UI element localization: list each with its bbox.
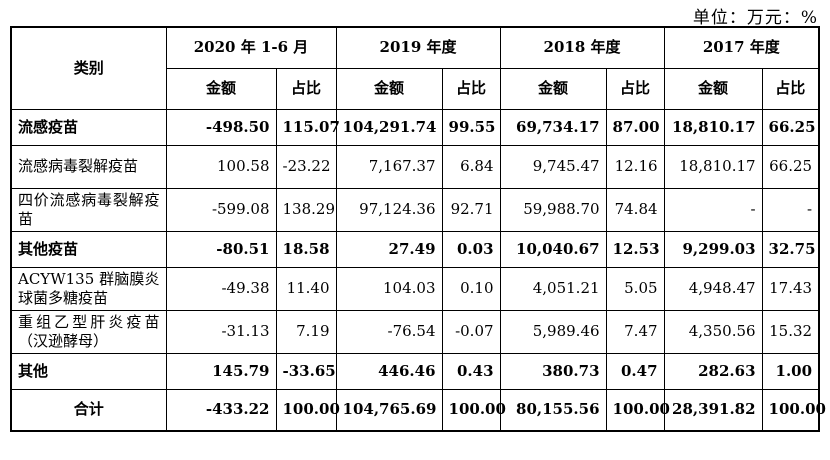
cell-amount: -76.54 bbox=[335, 310, 443, 354]
cell-amount: 145.79 bbox=[165, 353, 277, 390]
cell-amount: 100.58 bbox=[165, 145, 277, 189]
cell-amount: 282.63 bbox=[663, 353, 763, 390]
cell-amount: 104,291.74 bbox=[335, 109, 443, 146]
cell-ratio: 100.00 bbox=[441, 389, 506, 432]
header-row-periods: 类别 2020 年 1-6 月 2019 年度 2018 年度 2017 年度 bbox=[10, 26, 820, 110]
row-category: ACYW135 群脑膜炎球菌多糖疫苗 bbox=[10, 267, 167, 311]
cell-ratio: 17.43 bbox=[761, 267, 820, 311]
cell-amount: 7,167.37 bbox=[335, 145, 443, 189]
total-label: 合计 bbox=[10, 389, 167, 432]
table-row: 流感疫苗 -498.50 115.07 104,291.74 99.55 69,… bbox=[10, 109, 820, 146]
header-row-columns: 金额 占比 金额 占比 金额 占比 金额 占比 bbox=[11, 68, 820, 110]
cell-amount: 27.49 bbox=[335, 231, 443, 268]
cell-ratio: -33.65 bbox=[275, 353, 337, 390]
cell-ratio: 0.47 bbox=[605, 353, 665, 390]
header-period: 2019 年度 bbox=[335, 26, 501, 69]
header-amount: 金额 bbox=[499, 68, 607, 110]
cell-amount: -498.50 bbox=[165, 109, 277, 146]
cell-amount: - bbox=[663, 188, 763, 232]
cell-amount: -31.13 bbox=[165, 310, 277, 354]
cell-ratio: 138.29 bbox=[275, 188, 337, 232]
total-row: 合计 -433.22 100.00 104,765.69 100.00 80,1… bbox=[10, 389, 826, 432]
header-period: 2020 年 1-6 月 bbox=[165, 26, 337, 69]
header-amount: 金额 bbox=[165, 68, 277, 110]
table-row: 四价流感病毒裂解疫苗 -599.08 138.29 97,124.36 92.7… bbox=[10, 188, 820, 232]
header-period: 2018 年度 bbox=[499, 26, 665, 69]
cell-ratio: 74.84 bbox=[605, 188, 665, 232]
cell-ratio: 0.10 bbox=[441, 267, 501, 311]
cell-amount: -49.38 bbox=[165, 267, 277, 311]
cell-amount: 4,051.21 bbox=[499, 267, 607, 311]
header-amount: 金额 bbox=[663, 68, 763, 110]
unit-label: 单位：万元：% bbox=[692, 8, 818, 28]
cell-amount: 69,734.17 bbox=[499, 109, 607, 146]
cell-ratio: 115.07 bbox=[275, 109, 340, 146]
cell-ratio: 100.00 bbox=[605, 389, 670, 432]
header-period: 2017 年度 bbox=[663, 26, 820, 69]
header-amount: 金额 bbox=[335, 68, 443, 110]
cell-ratio: 1.00 bbox=[761, 353, 820, 390]
cell-amount: 80,155.56 bbox=[499, 389, 607, 432]
header-ratio: 占比 bbox=[761, 68, 820, 110]
cell-amount: 9,745.47 bbox=[499, 145, 607, 189]
cell-ratio: 12.16 bbox=[605, 145, 665, 189]
cell-ratio: -23.22 bbox=[275, 145, 337, 189]
cell-amount: -599.08 bbox=[165, 188, 277, 232]
cell-amount: 28,391.82 bbox=[663, 389, 763, 432]
cell-amount: 18,810.17 bbox=[663, 145, 763, 189]
table-row: 重组乙型肝炎疫苗（汉逊酵母） -31.13 7.19 -76.54 -0.07 … bbox=[10, 310, 820, 354]
cell-amount: 10,040.67 bbox=[499, 231, 607, 268]
cell-ratio: 18.58 bbox=[275, 231, 337, 268]
cell-ratio: 0.03 bbox=[441, 231, 501, 268]
row-category: 四价流感病毒裂解疫苗 bbox=[10, 188, 167, 232]
header-category: 类别 bbox=[10, 26, 167, 110]
header-ratio: 占比 bbox=[275, 68, 337, 110]
cell-amount: 9,299.03 bbox=[663, 231, 763, 268]
cell-ratio: 66.25 bbox=[761, 109, 820, 146]
row-category: 流感疫苗 bbox=[10, 109, 167, 146]
cell-amount: -80.51 bbox=[165, 231, 277, 268]
cell-ratio: 12.53 bbox=[605, 231, 665, 268]
cell-ratio: 100.00 bbox=[761, 389, 826, 432]
cell-amount: 104,765.69 bbox=[335, 389, 443, 432]
cell-amount: 104.03 bbox=[335, 267, 443, 311]
row-category: 其他疫苗 bbox=[10, 231, 167, 268]
cell-ratio: - bbox=[761, 188, 820, 232]
row-category: 其他 bbox=[10, 353, 167, 390]
cell-ratio: 32.75 bbox=[761, 231, 820, 268]
cell-amount: 59,988.70 bbox=[499, 188, 607, 232]
table-row: 其他疫苗 -80.51 18.58 27.49 0.03 10,040.67 1… bbox=[10, 231, 820, 268]
cell-ratio: 7.19 bbox=[275, 310, 337, 354]
cell-ratio: 87.00 bbox=[605, 109, 665, 146]
row-category: 流感病毒裂解疫苗 bbox=[10, 145, 167, 189]
header-ratio: 占比 bbox=[605, 68, 665, 110]
table-row: ACYW135 群脑膜炎球菌多糖疫苗 -49.38 11.40 104.03 0… bbox=[10, 267, 820, 311]
revenue-table: 类别 2020 年 1-6 月 2019 年度 2018 年度 2017 年度 … bbox=[10, 26, 826, 432]
cell-ratio: 15.32 bbox=[761, 310, 820, 354]
cell-amount: 4,350.56 bbox=[663, 310, 763, 354]
cell-amount: 446.46 bbox=[335, 353, 443, 390]
cell-amount: 5,989.46 bbox=[499, 310, 607, 354]
table-row: 其他 145.79 -33.65 446.46 0.43 380.73 0.47… bbox=[10, 353, 820, 390]
cell-amount: -433.22 bbox=[165, 389, 277, 432]
cell-ratio: 92.71 bbox=[441, 188, 501, 232]
table-row: 流感病毒裂解疫苗 100.58 -23.22 7,167.37 6.84 9,7… bbox=[10, 145, 820, 189]
row-category: 重组乙型肝炎疫苗（汉逊酵母） bbox=[10, 310, 167, 354]
cell-amount: 97,124.36 bbox=[335, 188, 443, 232]
cell-ratio: -0.07 bbox=[441, 310, 501, 354]
cell-ratio: 100.00 bbox=[275, 389, 340, 432]
cell-amount: 18,810.17 bbox=[663, 109, 763, 146]
cell-ratio: 6.84 bbox=[441, 145, 501, 189]
cell-ratio: 99.55 bbox=[441, 109, 501, 146]
cell-ratio: 11.40 bbox=[275, 267, 337, 311]
cell-amount: 380.73 bbox=[499, 353, 607, 390]
cell-ratio: 66.25 bbox=[761, 145, 820, 189]
header-ratio: 占比 bbox=[441, 68, 501, 110]
cell-ratio: 5.05 bbox=[605, 267, 665, 311]
cell-ratio: 0.43 bbox=[441, 353, 501, 390]
cell-amount: 4,948.47 bbox=[663, 267, 763, 311]
cell-ratio: 7.47 bbox=[605, 310, 665, 354]
